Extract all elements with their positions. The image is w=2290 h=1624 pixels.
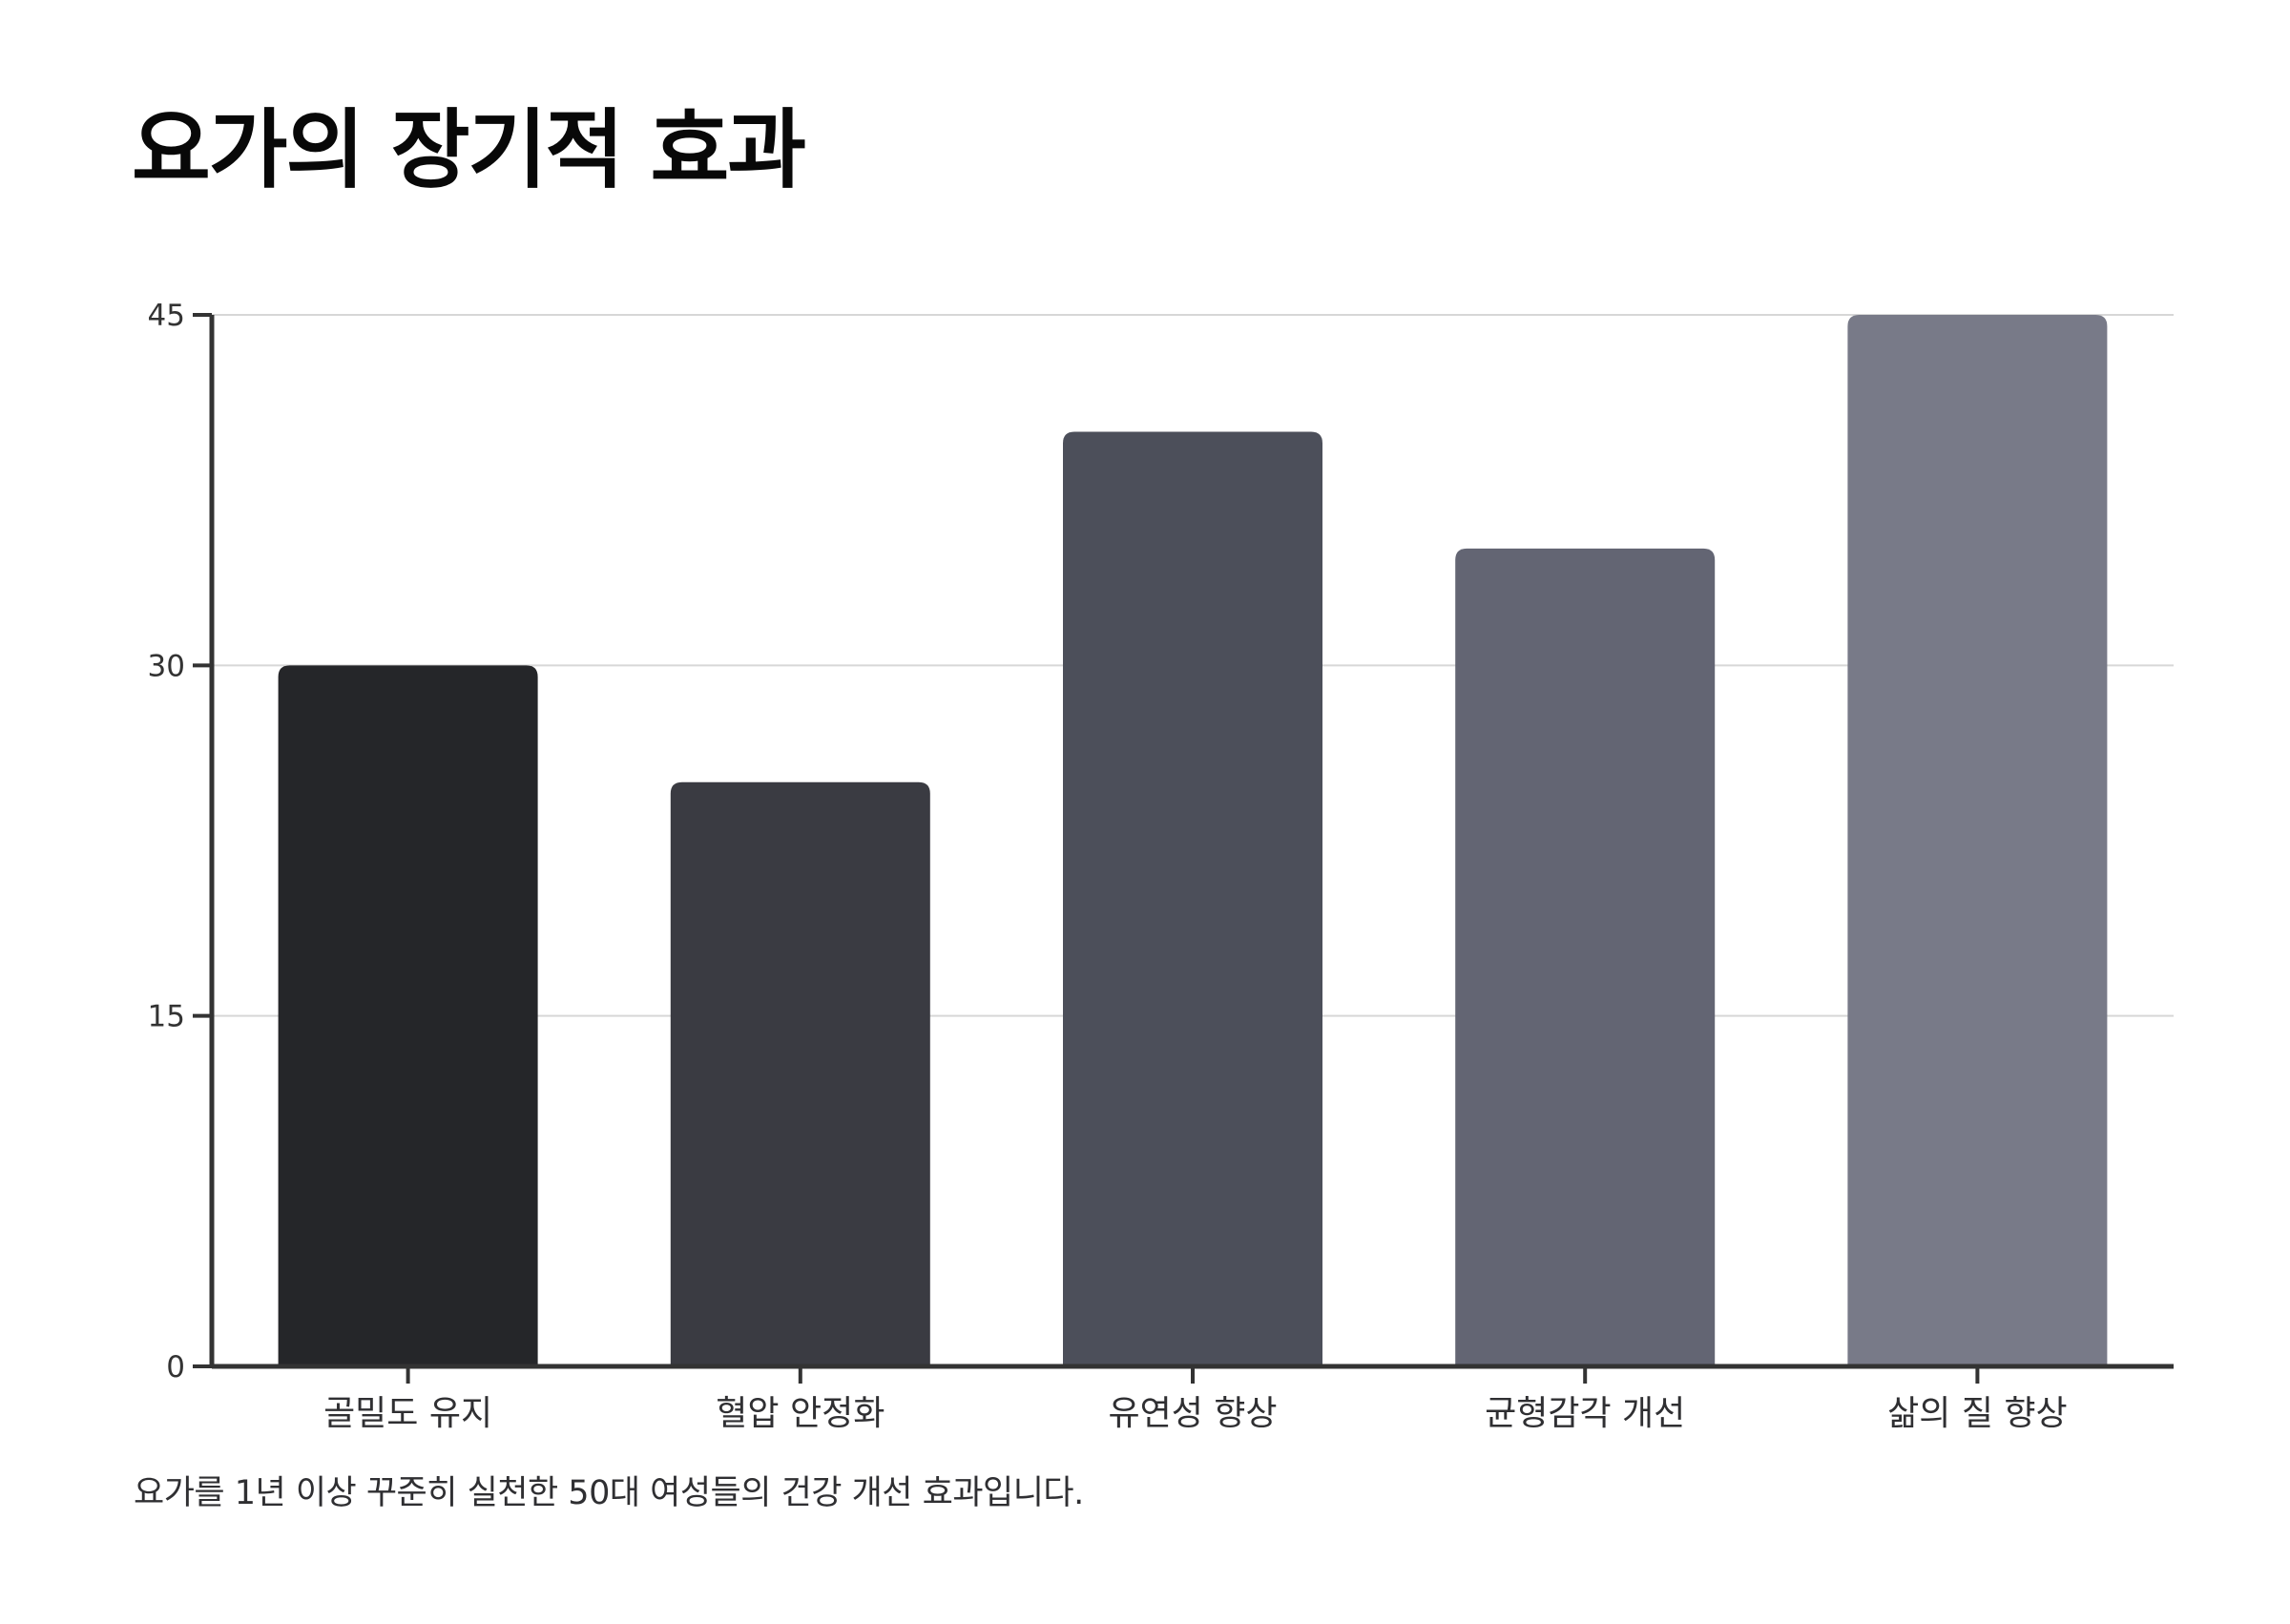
chart-caption: 요가를 1년 이상 꾸준히 실천한 50대 여성들의 건강 개선 효과입니다. bbox=[134, 1474, 1084, 1512]
bar-4 bbox=[1455, 548, 1716, 1366]
bar-2 bbox=[670, 781, 930, 1366]
y-tick-label: 45 bbox=[148, 299, 185, 333]
y-tick-label: 15 bbox=[148, 1000, 185, 1034]
x-category-label: 골밀도 유지 bbox=[323, 1394, 492, 1433]
x-category-label: 삶의 질 향상 bbox=[1887, 1394, 2068, 1433]
bar-3 bbox=[1063, 431, 1322, 1366]
x-category-label: 유연성 향상 bbox=[1108, 1394, 1277, 1433]
y-tick-label: 30 bbox=[148, 649, 185, 683]
chart-title: 요가의 장기적 효과 bbox=[132, 100, 806, 200]
axes bbox=[193, 313, 2174, 1384]
axis-labels: 0 15 30 45 골밀도 유지 혈압 안정화 유연성 향상 균형감각 개선 삶의 질 향상 bbox=[148, 299, 2068, 1433]
x-category-label: 균형감각 개선 bbox=[1485, 1394, 1685, 1433]
y-tick-label: 0 bbox=[166, 1350, 185, 1385]
bars bbox=[278, 315, 2108, 1366]
bar-1 bbox=[278, 665, 538, 1366]
bar-5 bbox=[1847, 315, 2108, 1366]
x-category-label: 혈압 안정화 bbox=[716, 1394, 885, 1433]
